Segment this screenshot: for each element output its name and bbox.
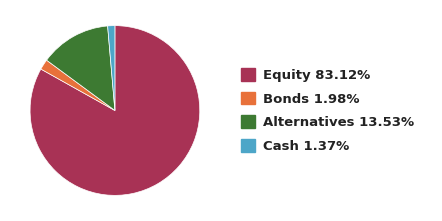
Wedge shape [107,26,115,110]
Legend: Equity 83.12%, Bonds 1.98%, Alternatives 13.53%, Cash 1.37%: Equity 83.12%, Bonds 1.98%, Alternatives… [241,68,415,153]
Wedge shape [30,26,200,195]
Wedge shape [41,60,115,110]
Wedge shape [46,26,115,110]
